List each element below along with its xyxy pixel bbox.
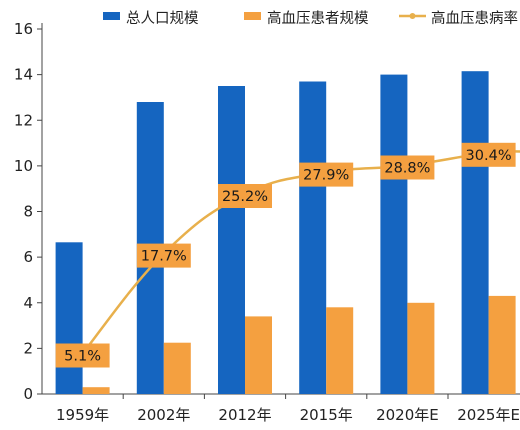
legend-swatch-population	[103, 12, 120, 20]
legend-label-patients: 高血压患者规模	[267, 10, 369, 27]
y-tick-label: 14	[14, 66, 33, 84]
prevalence-data-label: 27.9%	[303, 168, 349, 184]
prevalence-data-label: 5.1%	[64, 349, 101, 365]
prevalence-data-label: 30.4%	[466, 148, 512, 164]
population-bar	[299, 81, 327, 394]
legend-label-population: 总人口规模	[126, 10, 199, 27]
prevalence-label-box	[461, 142, 516, 167]
legend-swatch-patients	[244, 12, 261, 20]
population-bar	[55, 242, 83, 394]
prevalence-label-box	[299, 162, 354, 187]
y-tick-label: 2	[23, 339, 33, 357]
hypertension-patients-bar	[245, 316, 272, 394]
prevalence-label-box	[380, 155, 435, 180]
y-tick-label: 0	[23, 385, 33, 403]
x-tick-label: 2002年	[137, 406, 190, 424]
y-tick-label: 8	[23, 203, 33, 221]
population-bar	[218, 86, 245, 394]
hypertension-patients-bar	[488, 295, 516, 394]
x-tick-label: 2015年	[300, 406, 353, 424]
prevalence-data-label: 17.7%	[141, 249, 187, 265]
prevalence-label-box	[55, 343, 110, 368]
hypertension-patients-bar	[163, 342, 191, 394]
y-tick-label: 10	[14, 157, 33, 175]
hypertension-patients-bar	[326, 307, 354, 394]
x-tick-label: 2025年E	[457, 406, 520, 424]
population-bar	[461, 71, 489, 394]
x-tick-label: 2020年E	[376, 406, 439, 424]
hypertension-patients-bar	[82, 387, 110, 394]
y-tick-label: 4	[23, 294, 33, 312]
y-tick-label: 12	[14, 111, 33, 129]
prevalence-label-box	[136, 243, 191, 268]
prevalence-data-label: 28.8%	[384, 161, 430, 177]
population-bar	[380, 74, 408, 394]
prevalence-label-box	[218, 184, 272, 208]
legend-marker-prevalence	[409, 13, 416, 19]
x-tick-label: 1959年	[56, 406, 109, 424]
y-tick-label: 6	[23, 248, 33, 266]
legend-label-prevalence: 高血压患病率	[431, 10, 518, 27]
x-tick-label: 2012年	[218, 406, 271, 424]
prevalence-data-label: 25.2%	[222, 189, 268, 205]
y-tick-label: 16	[14, 20, 33, 38]
hypertension-patients-bar	[407, 302, 435, 395]
